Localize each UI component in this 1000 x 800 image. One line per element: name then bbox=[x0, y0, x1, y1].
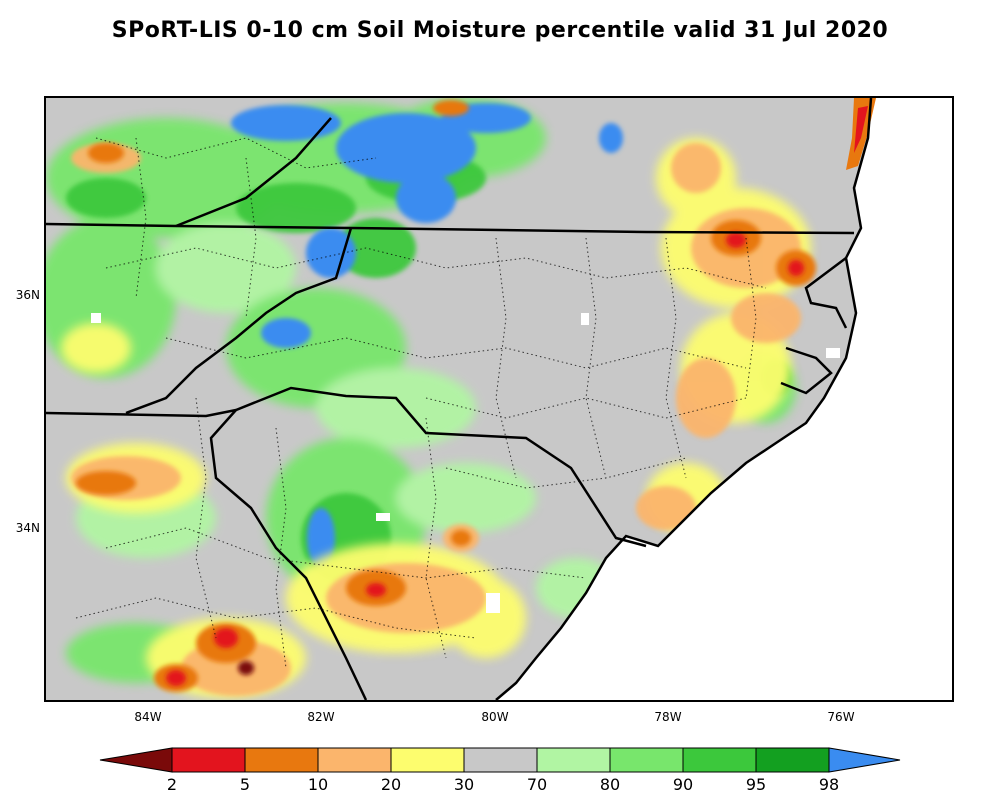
colorbar-bin bbox=[463, 747, 538, 773]
colorbar-over-arrow bbox=[828, 747, 901, 773]
colorbar-label: 2 bbox=[167, 775, 177, 794]
lon-tick-label: 82W bbox=[307, 710, 335, 724]
colorbar-label: 10 bbox=[308, 775, 328, 794]
colorbar-label: 70 bbox=[527, 775, 547, 794]
map-panel bbox=[44, 96, 954, 702]
land-shading bbox=[46, 98, 871, 700]
colorbar-label: 98 bbox=[819, 775, 839, 794]
state-boundaries bbox=[46, 117, 855, 700]
colorbar-label: 80 bbox=[600, 775, 620, 794]
lon-tick-label: 78W bbox=[654, 710, 682, 724]
colorbar-bin bbox=[682, 747, 757, 773]
colorbar-bin bbox=[171, 747, 246, 773]
colorbar-bin bbox=[536, 747, 611, 773]
colorbar-bin bbox=[390, 747, 465, 773]
colorbar-label: 5 bbox=[240, 775, 250, 794]
colorbar-label: 20 bbox=[381, 775, 401, 794]
colorbar-under-arrow bbox=[99, 747, 173, 773]
map-title: SPoRT-LIS 0-10 cm Soil Moisture percenti… bbox=[111, 18, 889, 43]
delmarva-dry-core bbox=[854, 106, 868, 153]
colorbar-label: 90 bbox=[673, 775, 693, 794]
colorbar-bin bbox=[755, 747, 830, 773]
lon-tick-label: 76W bbox=[827, 710, 855, 724]
colorbar-bin bbox=[609, 747, 684, 773]
colorbar-label: 95 bbox=[746, 775, 766, 794]
lat-tick-label: 36N bbox=[15, 288, 40, 302]
soil-moisture-map bbox=[46, 98, 876, 700]
colorbar-bin bbox=[317, 747, 392, 773]
colorbar-label: 30 bbox=[454, 775, 474, 794]
county-boundaries bbox=[75, 137, 767, 669]
lat-tick-label: 34N bbox=[15, 521, 40, 535]
lon-tick-label: 80W bbox=[481, 710, 509, 724]
lon-tick-label: 84W bbox=[134, 710, 162, 724]
coastline bbox=[495, 98, 873, 700]
colorbar-bin bbox=[244, 747, 319, 773]
